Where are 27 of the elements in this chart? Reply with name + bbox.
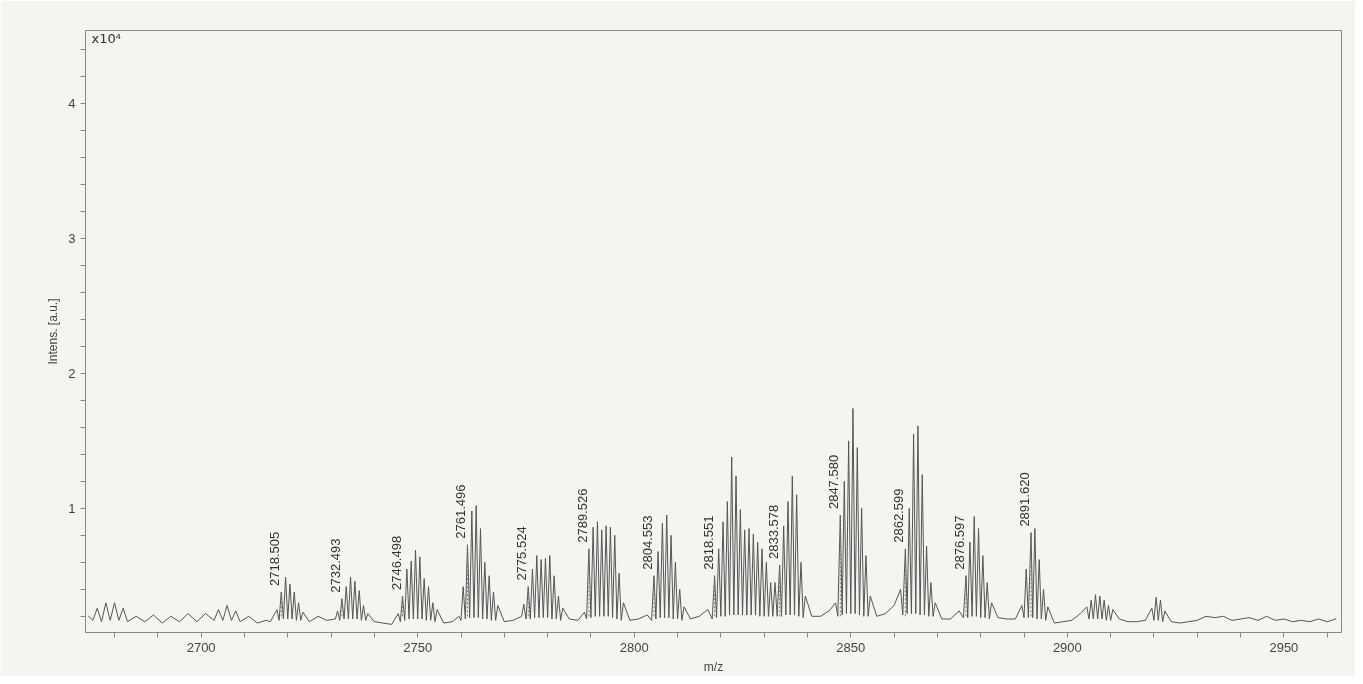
- x-tick-label: 2700: [186, 639, 216, 655]
- annotation: 2833.578: [765, 504, 781, 560]
- annotation: 2718.505: [267, 531, 283, 587]
- annotation: 2746.498: [388, 535, 404, 591]
- annotation: x10⁴: [91, 30, 121, 46]
- y-tick-label: 4: [68, 95, 76, 111]
- annotation: 2862.599: [891, 488, 907, 543]
- annotation: 2818.551: [700, 515, 716, 570]
- y-tick-label: 2: [68, 365, 76, 381]
- annotation: 2789.526: [574, 488, 590, 543]
- y-axis-title: Intens. [a.u.]: [46, 298, 61, 365]
- x-tick-label: 2750: [403, 639, 433, 655]
- x-tick-label: 2850: [836, 639, 866, 655]
- annotation: 2761.496: [453, 484, 469, 539]
- x-tick-label: 2900: [1052, 639, 1082, 655]
- annotation: 2891.620: [1017, 472, 1033, 527]
- annotation: 2732.493: [327, 538, 343, 593]
- x-axis-title: m/z: [703, 659, 724, 674]
- y-tick-label: 3: [68, 230, 76, 246]
- annotation: 2775.524: [514, 526, 530, 581]
- x-tick-label: 2800: [619, 639, 649, 655]
- x-tick-label: 2950: [1269, 639, 1299, 655]
- annotation: 2876.597: [951, 515, 967, 570]
- annotation: 2847.580: [826, 454, 842, 510]
- y-tick-label: 1: [68, 500, 76, 516]
- line-series: [88, 407, 1337, 625]
- annotation: 2804.553: [639, 515, 655, 570]
